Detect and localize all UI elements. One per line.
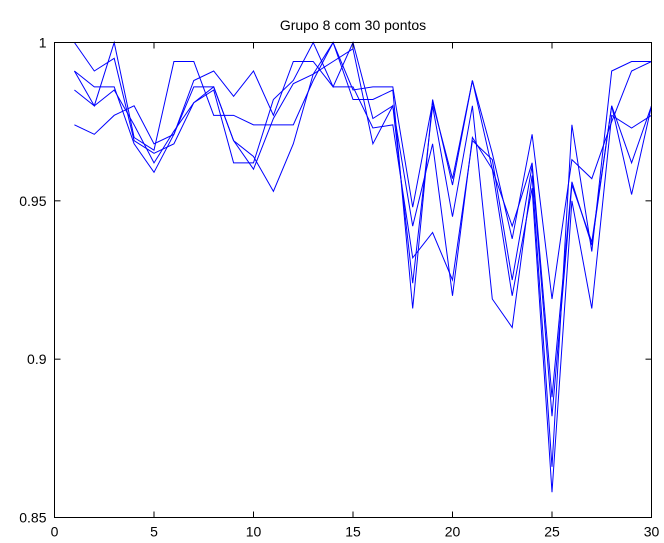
series-line-3 (74, 48, 652, 398)
x-tick-label: 10 (246, 524, 262, 540)
chart-title: Grupo 8 com 30 pontos (280, 17, 426, 33)
y-tick-label: 0.9 (27, 351, 47, 367)
ticks-layer: 0 5 10 15 20 25 30 0.85 0.9 0.95 1 (19, 35, 659, 540)
y-tick-label: 1 (39, 35, 47, 51)
series-line-1 (73, 41, 652, 467)
y-tick-label: 0.95 (19, 193, 46, 209)
x-tick-label: 15 (345, 524, 361, 540)
x-tick-label: 20 (445, 524, 461, 540)
series-line-5 (74, 41, 652, 493)
series-line-4 (74, 61, 652, 417)
series-line-2 (73, 40, 652, 309)
x-tick-label: 5 (150, 524, 158, 540)
y-tick-label: 0.85 (19, 510, 46, 526)
series-layer (73, 40, 652, 493)
x-tick-label: 0 (51, 524, 59, 540)
axes-frame (54, 42, 652, 518)
x-tick-label: 30 (644, 524, 660, 540)
x-tick-label: 25 (544, 524, 560, 540)
